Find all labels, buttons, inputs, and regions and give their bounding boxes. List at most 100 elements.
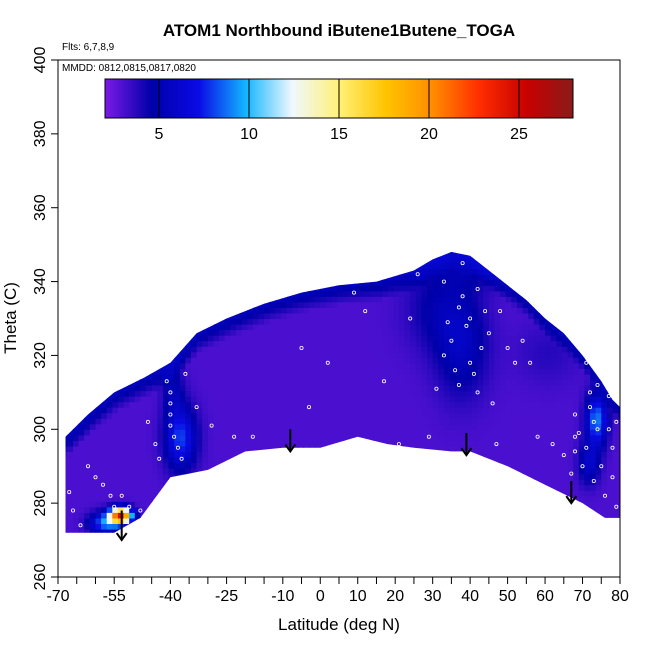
heat-cell xyxy=(387,335,394,342)
heat-cell xyxy=(236,490,243,497)
heat-cell xyxy=(393,252,400,253)
heat-cell xyxy=(545,379,552,386)
heat-cell xyxy=(545,357,552,364)
heat-cell xyxy=(146,390,153,397)
heat-cell xyxy=(280,401,288,408)
heat-cell xyxy=(314,468,321,475)
heat-cell xyxy=(449,407,456,414)
heat-cell xyxy=(331,296,338,303)
heat-cell xyxy=(129,252,136,253)
heat-cell xyxy=(393,290,400,297)
heat-cell xyxy=(157,263,164,270)
heat-cell xyxy=(213,479,220,486)
heat-cell xyxy=(398,324,406,331)
heat-cell xyxy=(297,434,304,441)
heat-cell xyxy=(472,379,479,386)
heat-cell xyxy=(421,535,427,541)
heat-cell xyxy=(168,274,175,281)
heat-cell xyxy=(432,495,439,502)
heat-cell xyxy=(129,423,136,430)
heat-cell xyxy=(382,512,389,519)
heat-cell xyxy=(179,484,186,491)
heat-cell xyxy=(202,445,209,452)
heat-cell xyxy=(331,523,338,530)
heat-cell xyxy=(95,290,102,297)
heat-cell xyxy=(207,263,215,270)
heat-cell xyxy=(387,501,394,508)
heat-cell xyxy=(325,495,333,502)
heat-cell xyxy=(393,307,400,314)
heat-cell xyxy=(550,268,557,275)
heat-cell xyxy=(488,479,496,486)
heat-cell xyxy=(410,379,417,386)
heat-cell xyxy=(545,495,552,502)
heat-cell xyxy=(258,484,265,491)
heat-cell xyxy=(539,506,546,513)
heat-cell xyxy=(275,313,282,320)
heat-cell xyxy=(101,407,108,414)
heat-cell xyxy=(168,296,175,303)
heat-cell xyxy=(314,434,321,441)
heat-cell xyxy=(185,313,192,320)
heat-cell xyxy=(269,263,276,270)
heat-cell xyxy=(410,423,417,430)
heat-cell xyxy=(224,412,231,419)
heat-cell xyxy=(219,329,226,336)
heat-cell xyxy=(65,373,68,380)
heat-cell xyxy=(370,313,377,320)
heat-cell xyxy=(556,324,563,331)
heat-cell xyxy=(185,529,192,533)
heat-cell xyxy=(106,473,113,480)
heat-cell xyxy=(393,379,400,386)
heat-cell xyxy=(438,318,445,325)
heat-cell xyxy=(129,490,136,497)
heat-cell xyxy=(157,368,164,375)
heat-cell xyxy=(236,468,243,475)
heat-cell xyxy=(365,252,372,259)
heat-cell xyxy=(213,307,220,314)
heat-cell xyxy=(472,462,479,469)
heat-cell xyxy=(342,301,349,308)
heat-cell xyxy=(241,263,248,270)
heat-cell xyxy=(342,340,349,347)
heat-cell xyxy=(488,340,496,347)
heat-cell xyxy=(545,529,552,533)
heat-cell xyxy=(443,512,451,519)
heat-cell xyxy=(427,329,434,336)
heat-cell xyxy=(146,257,153,264)
heat-cell xyxy=(331,506,338,513)
heat-cell xyxy=(67,296,74,303)
heat-cell xyxy=(224,362,231,369)
heat-cell xyxy=(359,313,366,320)
heat-cell xyxy=(95,285,102,292)
heat-cell xyxy=(550,274,557,281)
heat-cell xyxy=(472,396,479,403)
heat-cell xyxy=(135,241,141,247)
heat-cell xyxy=(488,407,496,414)
heat-cell xyxy=(477,252,484,259)
heat-cell xyxy=(523,535,529,541)
heat-cell xyxy=(365,324,372,331)
heat-cell xyxy=(112,440,119,447)
heat-cell xyxy=(466,279,473,286)
heat-cell xyxy=(466,517,473,524)
heat-cell xyxy=(303,373,310,380)
heat-cell xyxy=(477,517,484,524)
heat-cell xyxy=(438,457,445,464)
heat-cell xyxy=(224,523,231,530)
heat-cell xyxy=(258,490,265,497)
heat-cell xyxy=(151,285,158,292)
heat-cell xyxy=(455,501,462,508)
heat-cell xyxy=(269,495,276,502)
heat-cell xyxy=(387,401,394,408)
heat-cell xyxy=(241,445,248,452)
heat-cell xyxy=(89,307,96,314)
heat-cell xyxy=(112,407,119,414)
heat-cell xyxy=(539,490,546,497)
heat-cell xyxy=(303,529,310,533)
heat-cell xyxy=(528,263,535,270)
heat-cell xyxy=(207,396,215,403)
heat-cell xyxy=(174,252,181,253)
heat-cell xyxy=(202,506,209,513)
heat-cell xyxy=(415,351,422,358)
